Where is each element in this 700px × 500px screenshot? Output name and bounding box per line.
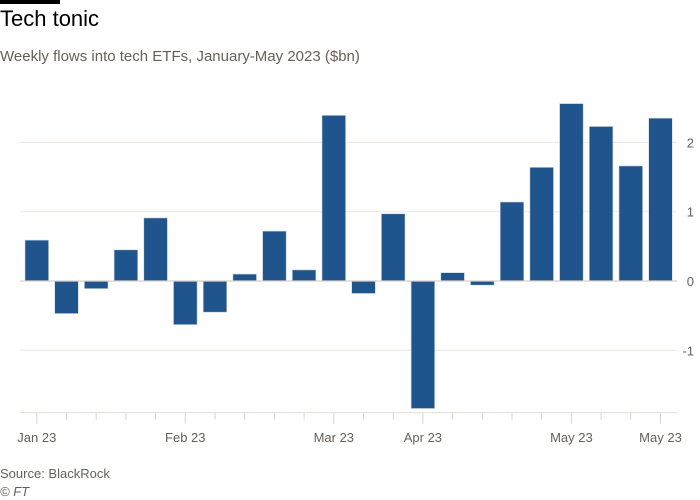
bar xyxy=(559,103,584,282)
x-tick-label: Jan 23 xyxy=(17,430,56,445)
bar xyxy=(648,117,673,282)
bar xyxy=(202,280,228,313)
chart-credit: © FT xyxy=(0,484,30,499)
y-tick-label: 1 xyxy=(687,205,694,220)
bar xyxy=(173,280,198,325)
chart-title: Tech tonic xyxy=(0,6,100,31)
y-tick-label: 0 xyxy=(687,274,694,289)
y-tick-label: -1 xyxy=(682,343,694,358)
bar xyxy=(440,272,465,282)
bar xyxy=(351,280,376,294)
bar xyxy=(321,115,346,282)
bar xyxy=(410,280,436,409)
x-tick-label: May 23 xyxy=(639,430,682,445)
bar xyxy=(529,167,554,282)
bar-chart: -1 0 1 2 Jan 23 Feb 23 Mar 23 Apr 23 May 23 May 2… xyxy=(17,103,694,445)
bar xyxy=(470,280,495,286)
bar xyxy=(143,217,168,282)
y-tick-label: 2 xyxy=(687,135,694,150)
bar xyxy=(588,126,614,282)
chart-source: Source: BlackRock xyxy=(0,466,110,481)
ft-brand-bar xyxy=(0,0,60,4)
bar xyxy=(618,165,643,282)
chart-subtitle: Weekly flows into tech ETFs, January-May… xyxy=(0,48,360,65)
bar xyxy=(54,280,79,314)
bar xyxy=(381,213,406,282)
bar xyxy=(499,201,525,282)
x-tick-label: Feb 23 xyxy=(165,430,205,445)
x-tick-label: May 23 xyxy=(550,430,593,445)
bar xyxy=(24,239,49,282)
bar xyxy=(84,280,109,289)
x-tick-label: Mar 23 xyxy=(314,430,354,445)
bar xyxy=(262,230,287,282)
x-tick-label: Apr 23 xyxy=(404,430,442,445)
bar xyxy=(113,249,138,282)
bar xyxy=(291,269,317,282)
bar xyxy=(232,273,257,282)
